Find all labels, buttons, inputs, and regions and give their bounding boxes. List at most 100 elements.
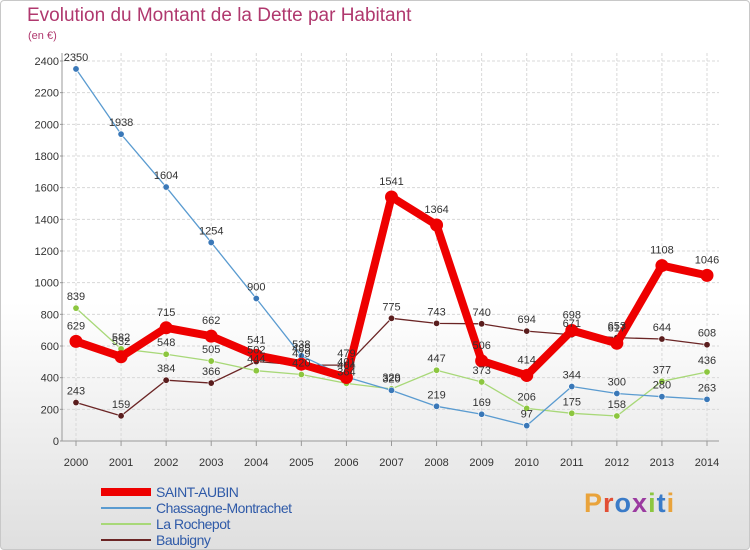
data-point-la-rochepot <box>568 409 576 417</box>
x-tick-label: 2005 <box>289 457 313 469</box>
legend-item-chassagne-montrachet: Chassagne-Montrachet <box>101 500 292 516</box>
data-label-chassagne-montrachet: 1938 <box>109 117 133 129</box>
legend-label: Baubigny <box>156 532 211 548</box>
data-label-la-rochepot: 364 <box>337 366 355 378</box>
data-point-la-rochepot <box>613 412 621 420</box>
data-point-baubigny <box>207 379 215 387</box>
data-label-la-rochepot: 505 <box>202 344 220 356</box>
data-label-chassagne-montrachet: 344 <box>563 370 581 382</box>
axes: 0 200 400 600 800 1000 1200 1400 1600 1800 2000 220… <box>35 53 719 469</box>
data-label-la-rochepot: 206 <box>518 391 536 403</box>
data-label-baubigny: 775 <box>382 301 400 313</box>
proxiti-logo: Proxiti <box>584 488 675 519</box>
y-tick-label: 200 <box>41 404 59 416</box>
data-label-la-rochepot: 444 <box>247 354 265 366</box>
data-label-la-rochepot: 420 <box>292 358 310 370</box>
data-label-chassagne-montrachet: 2350 <box>64 52 88 64</box>
data-point-baubigny <box>703 341 711 349</box>
logo-letter: i <box>666 488 676 518</box>
data-label-chassagne-montrachet: 1604 <box>154 170 178 182</box>
legend: SAINT-AUBIN Chassagne-Montrachet La Roch… <box>101 484 292 548</box>
data-point-chassagne-montrachet <box>523 422 531 430</box>
data-point-chassagne-montrachet <box>613 389 621 397</box>
data-point-la-rochepot <box>297 370 305 378</box>
grid <box>62 53 719 441</box>
y-tick-label: 1800 <box>35 151 59 163</box>
legend-item-saint-aubin: SAINT-AUBIN <box>101 484 292 500</box>
data-label-saint-aubin: 629 <box>67 320 85 332</box>
data-label-la-rochepot: 447 <box>427 353 445 365</box>
data-label-baubigny: 366 <box>202 366 220 378</box>
data-label-chassagne-montrachet: 1254 <box>199 225 223 237</box>
legend-swatch <box>101 539 151 541</box>
y-tick-label: 1000 <box>35 278 59 290</box>
logo-letter: r <box>603 488 615 518</box>
data-point-chassagne-montrachet <box>478 410 486 418</box>
data-point-chassagne-montrachet <box>658 393 666 401</box>
data-label-saint-aubin: 401 <box>337 357 355 369</box>
data-point-baubigny <box>162 376 170 384</box>
legend-swatch <box>101 488 151 496</box>
data-label-baubigny: 384 <box>157 363 175 375</box>
data-label-la-rochepot: 373 <box>472 365 490 377</box>
data-point-la-rochepot <box>658 377 666 385</box>
x-tick-label: 2008 <box>424 457 448 469</box>
x-tick-label: 2002 <box>154 457 178 469</box>
data-label-la-rochepot: 329 <box>382 372 400 384</box>
legend-label: Chassagne-Montrachet <box>156 500 292 516</box>
data-label-chassagne-montrachet: 538 <box>292 339 310 351</box>
y-tick-label: 2000 <box>35 119 59 131</box>
y-tick-label: 600 <box>41 341 59 353</box>
y-tick-label: 0 <box>53 436 59 448</box>
data-point-chassagne-montrachet <box>568 383 576 391</box>
x-tick-label: 2003 <box>199 457 223 469</box>
data-label-baubigny: 694 <box>518 314 536 326</box>
y-tick-label: 2400 <box>35 56 59 68</box>
data-point-chassagne-montrachet <box>433 402 441 410</box>
data-label-saint-aubin: 1364 <box>424 204 448 216</box>
data-label-chassagne-montrachet: 300 <box>608 377 626 389</box>
data-label-baubigny: 479 <box>292 348 310 360</box>
data-point-saint-aubin <box>520 368 534 382</box>
data-label-la-rochepot: 175 <box>563 396 581 408</box>
data-label-chassagne-montrachet: 219 <box>427 389 445 401</box>
data-point-baubigny <box>523 327 531 335</box>
data-point-saint-aubin <box>475 354 489 368</box>
legend-swatch <box>101 507 151 509</box>
data-point-la-rochepot <box>433 366 441 374</box>
data-point-saint-aubin <box>69 334 83 348</box>
data-label-la-rochepot: 158 <box>608 399 626 411</box>
data-point-chassagne-montrachet <box>117 130 125 138</box>
data-label-saint-aubin: 532 <box>112 336 130 348</box>
data-point-chassagne-montrachet <box>252 294 260 302</box>
data-point-chassagne-montrachet <box>387 386 395 394</box>
data-label-saint-aubin: 1108 <box>650 245 674 257</box>
data-point-la-rochepot <box>703 368 711 376</box>
data-point-saint-aubin <box>249 348 263 362</box>
data-point-chassagne-montrachet <box>703 395 711 403</box>
data-point-saint-aubin <box>610 336 624 350</box>
data-label-saint-aubin: 485 <box>292 343 310 355</box>
logo-letter: t <box>656 488 667 518</box>
data-label-baubigny: 740 <box>472 307 490 319</box>
data-label-chassagne-montrachet: 97 <box>521 409 533 421</box>
data-label-chassagne-montrachet: 900 <box>247 282 265 294</box>
x-tick-label: 2009 <box>469 457 493 469</box>
data-label-la-rochepot: 839 <box>67 291 85 303</box>
x-tick-label: 2012 <box>605 457 629 469</box>
data-label-baubigny: 743 <box>427 306 445 318</box>
data-point-la-rochepot <box>72 304 80 312</box>
data-label-saint-aubin: 715 <box>157 307 175 319</box>
data-point-saint-aubin <box>655 259 669 273</box>
legend-label: SAINT-AUBIN <box>156 484 239 500</box>
data-label-chassagne-montrachet: 320 <box>382 373 400 385</box>
data-label-chassagne-montrachet: 280 <box>653 380 671 392</box>
data-point-saint-aubin <box>339 371 353 385</box>
series-lines <box>69 65 714 430</box>
logo-letter: x <box>632 488 649 518</box>
y-tick-label: 400 <box>41 373 59 385</box>
data-label-baubigny: 671 <box>563 318 581 330</box>
data-point-saint-aubin <box>294 357 308 371</box>
x-tick-label: 2001 <box>109 457 133 469</box>
